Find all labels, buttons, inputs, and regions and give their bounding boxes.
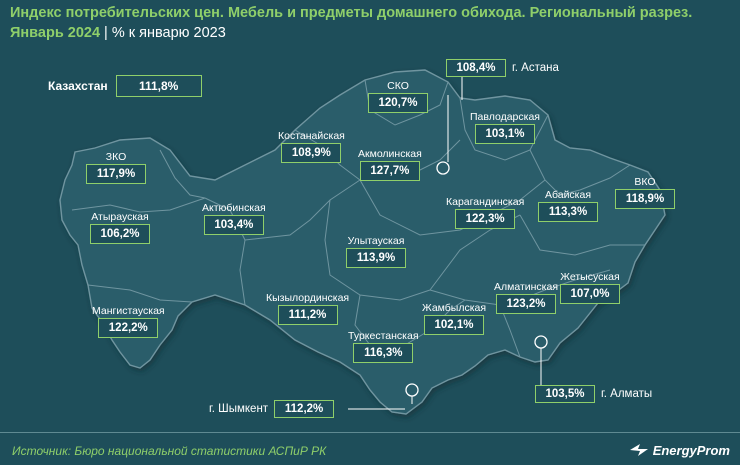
region-pavlodar: Павлодарская 103,1% [470, 111, 540, 144]
country-value: 111,8% [115, 75, 202, 97]
footer: Источник: Бюро национальной статистики А… [0, 432, 740, 465]
header: Индекс потребительских цен. Мебель и пре… [0, 0, 740, 50]
city-value: 112,2% [274, 400, 335, 418]
region-name: Карагандинская [446, 196, 525, 208]
region-value: 103,1% [474, 124, 535, 144]
region-turkestan: Туркестанская 116,3% [348, 330, 419, 363]
region-value: 127,7% [359, 161, 420, 181]
region-value: 120,7% [368, 93, 428, 113]
region-name: Атырауская [91, 211, 149, 223]
region-value: 111,2% [277, 305, 338, 325]
brand-logo: EnergyProm [628, 442, 730, 458]
city-value: 103,5% [535, 385, 595, 403]
region-value: 113,3% [538, 202, 598, 222]
region-value: 107,0% [560, 284, 620, 304]
period-label: Январь 2024 [10, 25, 101, 41]
region-value: 116,3% [353, 343, 414, 363]
city-name: г. Астана [512, 62, 559, 74]
region-value: 122,2% [98, 318, 159, 338]
region-sko: СКО 120,7% [368, 80, 428, 113]
unit-label: % к январю 2023 [111, 25, 226, 41]
region-value: 113,9% [346, 248, 406, 268]
subtitle: Январь 2024 |% к январю 2023 [10, 23, 730, 43]
source-note: Источник: Бюро национальной статистики А… [12, 444, 327, 458]
region-name: Жамбылская [422, 302, 487, 314]
brand-name: EnergyProm [652, 442, 730, 458]
city-name: г. Алматы [601, 388, 653, 400]
region-zhetysu: Жетысуская 107,0% [560, 271, 620, 304]
region-almaty: Алматинская 123,2% [494, 281, 558, 314]
region-zhambyl: Жамбылская 102,1% [422, 302, 486, 335]
region-name: Туркестанская [348, 330, 419, 342]
region-akmola: Акмолинская 127,7% [358, 148, 422, 181]
city-value: 108,4% [446, 59, 506, 77]
region-name: Улытауская [347, 235, 405, 247]
region-name: Мангистауская [92, 305, 165, 317]
region-name: Кызылординская [266, 292, 350, 304]
region-kyzylorda: Кызылординская 111,2% [266, 292, 349, 325]
region-name: Актюбинская [202, 202, 266, 214]
country-name: Казахстан [48, 79, 108, 93]
region-value: 106,2% [90, 224, 150, 244]
region-aktobe: Актюбинская 103,4% [202, 202, 266, 235]
region-vko: ВКО 118,9% [615, 176, 675, 209]
region-name: Акмолинская [358, 148, 422, 160]
region-karaganda: Карагандинская 122,3% [446, 196, 524, 229]
region-name: Алматинская [494, 281, 559, 293]
region-atyrau: Атырауская 106,2% [90, 211, 150, 244]
region-zko: ЗКО 117,9% [86, 151, 146, 184]
city-almaty: 103,5% г. Алматы [535, 385, 658, 403]
region-mangystau: Мангистауская 122,2% [92, 305, 165, 338]
country-total: Казахстан 111,8% [48, 75, 202, 97]
separator: | [104, 25, 108, 41]
region-kostanay: Костанайская 108,9% [278, 130, 345, 163]
region-name: СКО [387, 80, 409, 92]
region-ulytau: Улытауская 113,9% [346, 235, 406, 268]
region-name: Костанайская [278, 130, 345, 142]
region-value: 117,9% [86, 164, 146, 184]
energyprom-logo-icon [628, 442, 650, 458]
city-astana: 108,4% г. Астана [446, 59, 565, 77]
page-title: Индекс потребительских цен. Мебель и пре… [10, 5, 693, 21]
region-value: 103,4% [203, 215, 264, 235]
region-value: 122,3% [455, 209, 516, 229]
region-name: Абайская [544, 189, 592, 201]
region-name: Жетысуская [560, 271, 620, 283]
region-value: 108,9% [281, 143, 342, 163]
region-name: Павлодарская [470, 111, 540, 123]
city-name: г. Шымкент [209, 403, 269, 415]
region-value: 118,9% [615, 189, 675, 209]
region-abay: Абайская 113,3% [538, 189, 598, 222]
astana-marker [436, 161, 450, 175]
region-name: ЗКО [105, 151, 127, 163]
region-value: 123,2% [496, 294, 557, 314]
region-name: ВКО [634, 176, 656, 188]
city-shymkent: г. Шымкент 112,2% [203, 400, 335, 418]
region-value: 102,1% [424, 315, 485, 335]
